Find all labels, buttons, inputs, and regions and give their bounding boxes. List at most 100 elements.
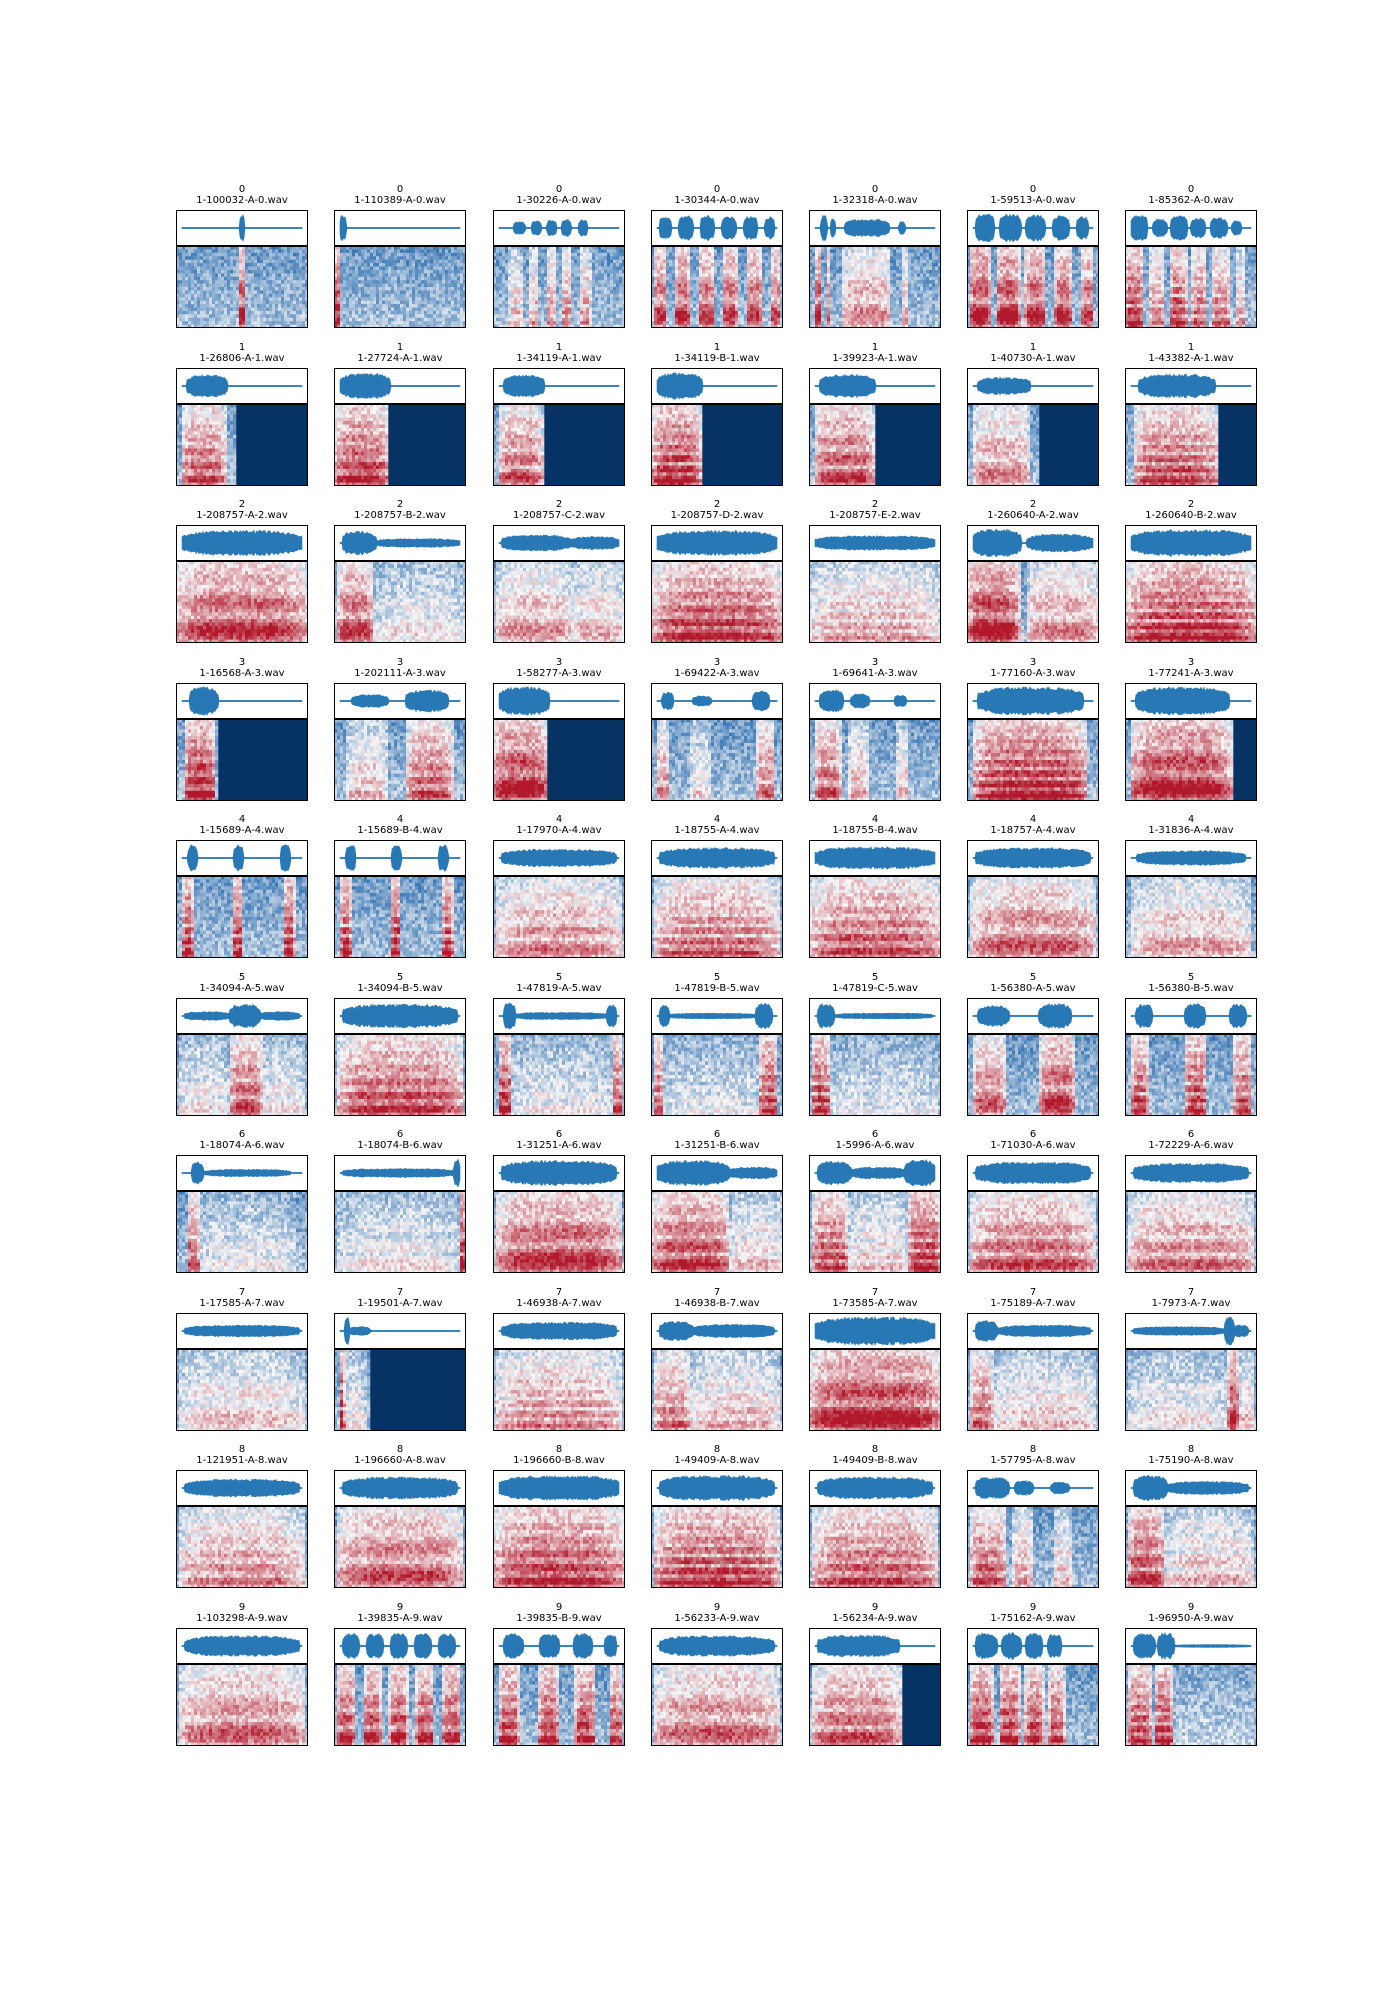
- file-name-label: 1-56234-A-9.wav: [799, 1613, 951, 1625]
- panel-1-47819-B-5: 5 1-47819-B-5.wav: [651, 972, 783, 1116]
- file-name-label: 1-31251-B-6.wav: [641, 1140, 793, 1152]
- waveform-plot: [967, 1628, 1099, 1664]
- waveform-plot: [967, 1313, 1099, 1349]
- waveform-plot: [334, 683, 466, 719]
- file-name-label: 1-75162-A-9.wav: [957, 1613, 1109, 1625]
- waveform-plot: [1125, 368, 1257, 404]
- waveform-line: [499, 1160, 619, 1185]
- waveform-plot: [651, 525, 783, 561]
- waveform-plot: [176, 525, 308, 561]
- file-name-label: 1-69422-A-3.wav: [641, 668, 793, 680]
- spectrogram-plot: [1125, 246, 1257, 328]
- spectrogram-plot: [967, 719, 1099, 801]
- spectrogram-plot: [176, 246, 308, 328]
- waveform-plot: [1125, 1155, 1257, 1191]
- spectrogram-plot: [967, 876, 1099, 958]
- waveform-plot: [809, 1313, 941, 1349]
- waveform-plot: [176, 998, 308, 1034]
- waveform-line: [815, 847, 935, 869]
- panel-1-196660-B-8: 8 1-196660-B-8.wav: [493, 1444, 625, 1588]
- spectrogram-plot: [334, 1506, 466, 1588]
- waveform-plot: [651, 998, 783, 1034]
- waveform-plot: [176, 1470, 308, 1506]
- waveform-plot: [334, 368, 466, 404]
- waveform-line: [815, 1477, 935, 1499]
- waveform-plot: [493, 998, 625, 1034]
- panel-1-69641-A-3: 3 1-69641-A-3.wav: [809, 657, 941, 801]
- file-name-label: 1-47819-B-5.wav: [641, 983, 793, 995]
- spectrogram-plot: [967, 246, 1099, 328]
- spectrogram-plot: [176, 1664, 308, 1746]
- waveform-line: [182, 1325, 302, 1337]
- waveform-line: [182, 530, 302, 555]
- spectrogram-plot: [493, 1034, 625, 1116]
- spectrogram-plot: [334, 1664, 466, 1746]
- waveform-line: [499, 535, 619, 551]
- waveform-plot: [809, 210, 941, 246]
- panel-1-56234-A-9: 9 1-56234-A-9.wav: [809, 1602, 941, 1746]
- panel-1-17585-A-7: 7 1-17585-A-7.wav: [176, 1287, 308, 1431]
- waveform-line: [973, 1162, 1093, 1184]
- panel-1-34094-A-5: 5 1-34094-A-5.wav: [176, 972, 308, 1116]
- waveform-plot: [809, 1155, 941, 1191]
- waveform-plot: [1125, 998, 1257, 1034]
- waveform-line: [340, 1004, 460, 1028]
- spectrogram-plot: [967, 1664, 1099, 1746]
- spectrogram-plot: [1125, 876, 1257, 958]
- panel-1-75162-A-9: 9 1-75162-A-9.wav: [967, 1602, 1099, 1746]
- waveform-plot: [651, 840, 783, 876]
- waveform-plot: [334, 210, 466, 246]
- waveform-line: [973, 848, 1093, 869]
- waveform-plot: [176, 1313, 308, 1349]
- file-name-label: 1-30226-A-0.wav: [483, 195, 635, 207]
- panel-1-31836-A-4: 4 1-31836-A-4.wav: [1125, 814, 1257, 958]
- waveform-plot: [651, 210, 783, 246]
- file-name-label: 1-49409-B-8.wav: [799, 1455, 951, 1467]
- panel-1-260640-B-2: 2 1-260640-B-2.wav: [1125, 499, 1257, 643]
- panel-1-58277-A-3: 3 1-58277-A-3.wav: [493, 657, 625, 801]
- file-name-label: 1-75190-A-8.wav: [1115, 1455, 1267, 1467]
- panel-1-34094-B-5: 5 1-34094-B-5.wav: [334, 972, 466, 1116]
- panel-1-208757-D-2: 2 1-208757-D-2.wav: [651, 499, 783, 643]
- panel-1-75190-A-8: 8 1-75190-A-8.wav: [1125, 1444, 1257, 1588]
- waveform-plot: [334, 840, 466, 876]
- panel-1-56380-B-5: 5 1-56380-B-5.wav: [1125, 972, 1257, 1116]
- panel-1-77241-A-3: 3 1-77241-A-3.wav: [1125, 657, 1257, 801]
- panel-1-96950-A-9: 9 1-96950-A-9.wav: [1125, 1602, 1257, 1746]
- spectrogram-plot: [334, 561, 466, 643]
- spectrogram-plot: [1125, 1191, 1257, 1273]
- panel-1-100032-A-0: 0 1-100032-A-0.wav: [176, 184, 308, 328]
- file-name-label: 1-121951-A-8.wav: [166, 1455, 318, 1467]
- spectrogram-plot: [493, 876, 625, 958]
- spectrogram-plot: [493, 561, 625, 643]
- panel-1-73585-A-7: 7 1-73585-A-7.wav: [809, 1287, 941, 1431]
- waveform-plot: [1125, 1313, 1257, 1349]
- file-name-label: 1-19501-A-7.wav: [324, 1298, 476, 1310]
- waveform-plot: [651, 368, 783, 404]
- spectrogram-plot: [651, 1034, 783, 1116]
- spectrogram-plot: [651, 1506, 783, 1588]
- file-name-label: 1-58277-A-3.wav: [483, 668, 635, 680]
- waveform-plot: [967, 683, 1099, 719]
- waveform-plot: [809, 1628, 941, 1664]
- waveform-plot: [176, 1628, 308, 1664]
- waveform-plot: [809, 998, 941, 1034]
- spectrogram-plot: [334, 404, 466, 486]
- panel-1-39923-A-1: 1 1-39923-A-1.wav: [809, 342, 941, 486]
- panel-1-40730-A-1: 1 1-40730-A-1.wav: [967, 342, 1099, 486]
- waveform-plot: [809, 525, 941, 561]
- panel-1-85362-A-0: 0 1-85362-A-0.wav: [1125, 184, 1257, 328]
- file-name-label: 1-34094-A-5.wav: [166, 983, 318, 995]
- file-name-label: 1-40730-A-1.wav: [957, 353, 1109, 365]
- file-name-label: 1-73585-A-7.wav: [799, 1298, 951, 1310]
- waveform-plot: [967, 1155, 1099, 1191]
- spectrogram-plot: [334, 1349, 466, 1431]
- file-name-label: 1-39835-B-9.wav: [483, 1613, 635, 1625]
- spectrogram-plot: [967, 1191, 1099, 1273]
- waveform-plot: [1125, 525, 1257, 561]
- spectrogram-plot: [651, 561, 783, 643]
- spectrogram-plot: [809, 404, 941, 486]
- waveform-plot: [493, 683, 625, 719]
- spectrogram-plot: [967, 561, 1099, 643]
